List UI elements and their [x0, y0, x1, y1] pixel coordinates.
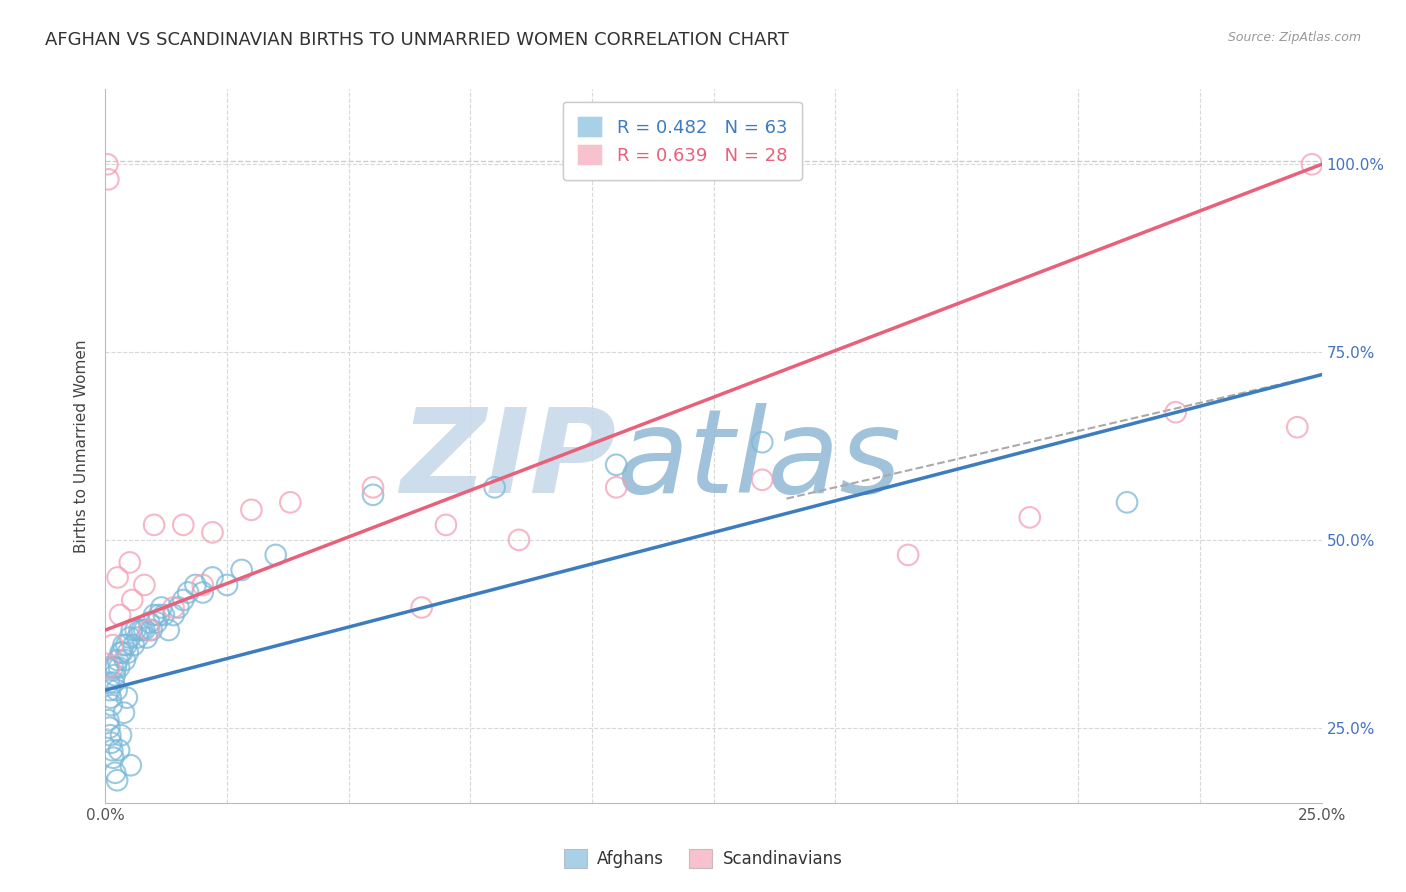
Point	[231, 563, 253, 577]
Point	[361, 480, 384, 494]
Point	[148, 607, 170, 622]
Point	[484, 480, 506, 494]
Point	[117, 646, 139, 660]
Point	[118, 631, 141, 645]
Point	[134, 623, 156, 637]
Point	[107, 653, 129, 667]
Point	[118, 556, 141, 570]
Point	[278, 495, 301, 509]
Point	[143, 607, 166, 622]
Point	[191, 578, 214, 592]
Point	[105, 773, 128, 788]
Point	[167, 600, 190, 615]
Point	[101, 638, 124, 652]
Point	[100, 690, 122, 705]
Point	[1301, 157, 1323, 171]
Point	[605, 458, 627, 472]
Point	[103, 675, 125, 690]
Point	[897, 548, 920, 562]
Point	[508, 533, 530, 547]
Point	[112, 638, 135, 652]
Point	[97, 675, 120, 690]
Point	[108, 607, 131, 622]
Point	[264, 548, 287, 562]
Point	[121, 593, 143, 607]
Point	[100, 698, 122, 713]
Point	[1018, 510, 1040, 524]
Point	[104, 668, 127, 682]
Point	[141, 623, 163, 637]
Point	[110, 728, 132, 742]
Point	[97, 172, 120, 186]
Point	[138, 623, 160, 637]
Point	[105, 683, 128, 698]
Point	[134, 578, 156, 592]
Point	[103, 750, 125, 764]
Point	[127, 631, 149, 645]
Point	[111, 646, 134, 660]
Point	[121, 623, 143, 637]
Point	[115, 690, 138, 705]
Point	[1164, 405, 1187, 419]
Point	[177, 585, 200, 599]
Point	[108, 660, 131, 674]
Point	[98, 721, 121, 735]
Point	[104, 765, 127, 780]
Point	[157, 623, 180, 637]
Point	[98, 683, 121, 698]
Point	[201, 570, 224, 584]
Point	[96, 157, 118, 171]
Point	[108, 743, 131, 757]
Point	[122, 638, 145, 652]
Point	[114, 653, 136, 667]
Point	[162, 607, 184, 622]
Point	[135, 631, 157, 645]
Point	[131, 623, 153, 637]
Point	[107, 570, 129, 584]
Point	[411, 600, 433, 615]
Point	[1286, 420, 1309, 434]
Point	[112, 706, 135, 720]
Point	[98, 660, 121, 674]
Text: Source: ZipAtlas.com: Source: ZipAtlas.com	[1227, 31, 1361, 45]
Point	[120, 758, 142, 772]
Point	[1116, 495, 1139, 509]
Point	[361, 488, 384, 502]
Point	[184, 578, 207, 592]
Point	[104, 660, 127, 674]
Point	[605, 480, 627, 494]
Point	[172, 593, 194, 607]
Y-axis label: Births to Unmarried Women: Births to Unmarried Women	[75, 339, 90, 553]
Text: atlas: atlas	[616, 403, 901, 517]
Point	[98, 728, 121, 742]
Point	[240, 503, 263, 517]
Point	[217, 578, 239, 592]
Point	[751, 473, 773, 487]
Legend: Afghans, Scandinavians: Afghans, Scandinavians	[557, 842, 849, 875]
Point	[97, 660, 120, 674]
Point	[124, 623, 146, 637]
Text: AFGHAN VS SCANDINAVIAN BIRTHS TO UNMARRIED WOMEN CORRELATION CHART: AFGHAN VS SCANDINAVIAN BIRTHS TO UNMARRI…	[45, 31, 789, 49]
Legend: R = 0.482   N = 63, R = 0.639   N = 28: R = 0.482 N = 63, R = 0.639 N = 28	[562, 102, 801, 179]
Point	[100, 736, 122, 750]
Point	[150, 600, 173, 615]
Point	[751, 435, 773, 450]
Point	[153, 607, 176, 622]
Point	[101, 660, 124, 674]
Point	[138, 615, 160, 630]
Point	[145, 615, 167, 630]
Point	[162, 600, 184, 615]
Point	[128, 623, 150, 637]
Point	[172, 517, 194, 532]
Point	[434, 517, 457, 532]
Point	[191, 585, 214, 599]
Point	[97, 713, 120, 727]
Point	[201, 525, 224, 540]
Point	[143, 517, 166, 532]
Point	[101, 743, 124, 757]
Point	[115, 638, 138, 652]
Point	[110, 646, 132, 660]
Text: ZIP: ZIP	[401, 403, 616, 517]
